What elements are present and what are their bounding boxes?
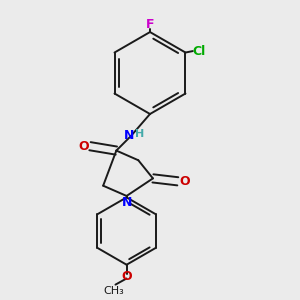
Text: N: N bbox=[122, 196, 132, 209]
Text: O: O bbox=[121, 270, 132, 283]
Text: O: O bbox=[179, 175, 190, 188]
Text: N: N bbox=[124, 129, 135, 142]
Text: O: O bbox=[78, 140, 89, 153]
Text: H: H bbox=[134, 130, 144, 140]
Text: Cl: Cl bbox=[192, 45, 205, 58]
Text: CH₃: CH₃ bbox=[103, 286, 124, 296]
Text: F: F bbox=[146, 18, 154, 31]
